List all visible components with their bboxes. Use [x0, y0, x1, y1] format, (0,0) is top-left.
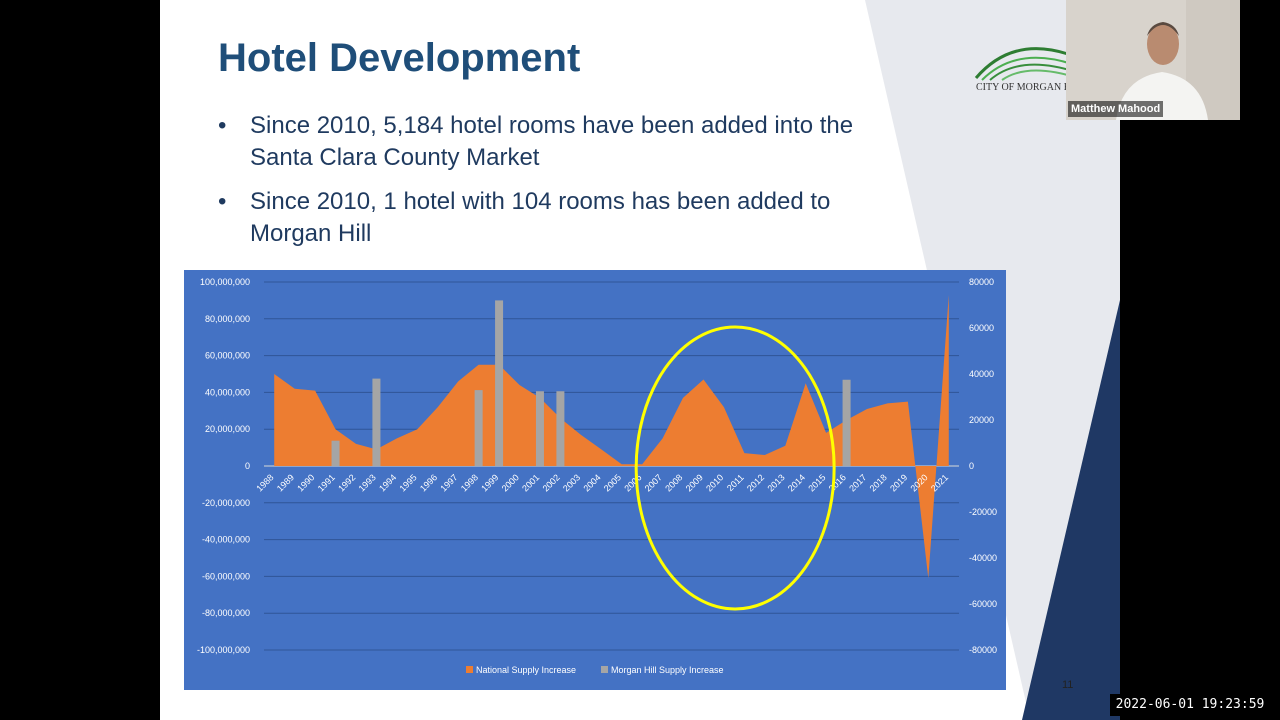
morgan-hill-bar [331, 440, 340, 466]
city-name: CITY OF MORGAN HILL [976, 82, 1082, 93]
right-tick-label: -20000 [969, 507, 997, 517]
bullet-marker: • [218, 188, 227, 215]
morgan-hill-bar [372, 378, 381, 466]
bullet-list: • Since 2010, 5,184 hotel rooms have bee… [218, 110, 858, 262]
left-tick-label: -40,000,000 [202, 535, 250, 545]
chart-legend: National Supply Increase Morgan Hill Supp… [466, 665, 724, 675]
participant-name: Matthew Mahood [1068, 101, 1164, 117]
left-tick-label: -80,000,000 [202, 608, 250, 618]
highlight-ellipse-shape [634, 325, 836, 611]
left-tick-label: 60,000,000 [205, 351, 250, 361]
right-tick-label: 0 [969, 461, 974, 471]
bullet-text: Since 2010, 5,184 hotel rooms have been … [250, 112, 854, 171]
presentation-slide: Hotel Development • Since 2010, 5,184 ho… [160, 0, 1120, 720]
left-tick-label: -100,000,000 [197, 645, 250, 655]
chart-background [184, 270, 1006, 690]
morgan-hill-bar [495, 300, 504, 466]
recording-timestamp: 2022-06-01 19:23:59 [1110, 694, 1270, 716]
morgan-hill-bar [535, 391, 544, 466]
supply-chart: 100,000,000 80,000,000 60,000,000 40,000,00… [184, 270, 1006, 690]
morgan-hill-bar [556, 391, 565, 466]
highlight-ellipse [634, 325, 836, 611]
bullet-item: • Since 2010, 5,184 hotel rooms have bee… [218, 110, 858, 174]
right-tick-label: 40000 [969, 369, 994, 379]
participant-video[interactable]: Matthew Mahood [1066, 0, 1240, 120]
bullet-item: • Since 2010, 1 hotel with 104 rooms has… [218, 186, 858, 250]
slide-title: Hotel Development [218, 36, 581, 80]
right-axis-labels: 80000 60000 40000 20000 0 -20000 -40000 -60000 -… [969, 277, 997, 655]
national-series [274, 294, 949, 579]
left-tick-label: 20,000,000 [205, 424, 250, 434]
right-tick-label: 80000 [969, 277, 994, 287]
legend-label: Morgan Hill Supply Increase [611, 665, 724, 675]
legend-swatch [601, 666, 608, 673]
morgan-hill-series [331, 300, 851, 466]
bullet-marker: • [218, 112, 227, 139]
legend-swatch [466, 666, 473, 673]
national-area [274, 294, 949, 579]
left-tick-label: 80,000,000 [205, 314, 250, 324]
right-tick-label: -60000 [969, 599, 997, 609]
left-axis-labels: 100,000,000 80,000,000 60,000,000 40,000,00… [197, 277, 250, 655]
right-tick-label: -80000 [969, 645, 997, 655]
bullet-text: Since 2010, 1 hotel with 104 rooms has b… [250, 188, 831, 247]
right-tick-label: 60000 [969, 323, 994, 333]
left-tick-label: -20,000,000 [202, 498, 250, 508]
left-tick-label: 0 [245, 461, 250, 471]
left-tick-label: -60,000,000 [202, 571, 250, 581]
morgan-hill-bar [842, 379, 851, 466]
morgan-hill-bar [474, 390, 483, 466]
left-tick-label: 40,000,000 [205, 387, 250, 397]
page-number: 11 [1062, 679, 1074, 691]
right-tick-label: -40000 [969, 553, 997, 563]
left-tick-label: 100,000,000 [200, 277, 250, 287]
legend-label: National Supply Increase [476, 665, 576, 675]
right-tick-label: 20000 [969, 415, 994, 425]
